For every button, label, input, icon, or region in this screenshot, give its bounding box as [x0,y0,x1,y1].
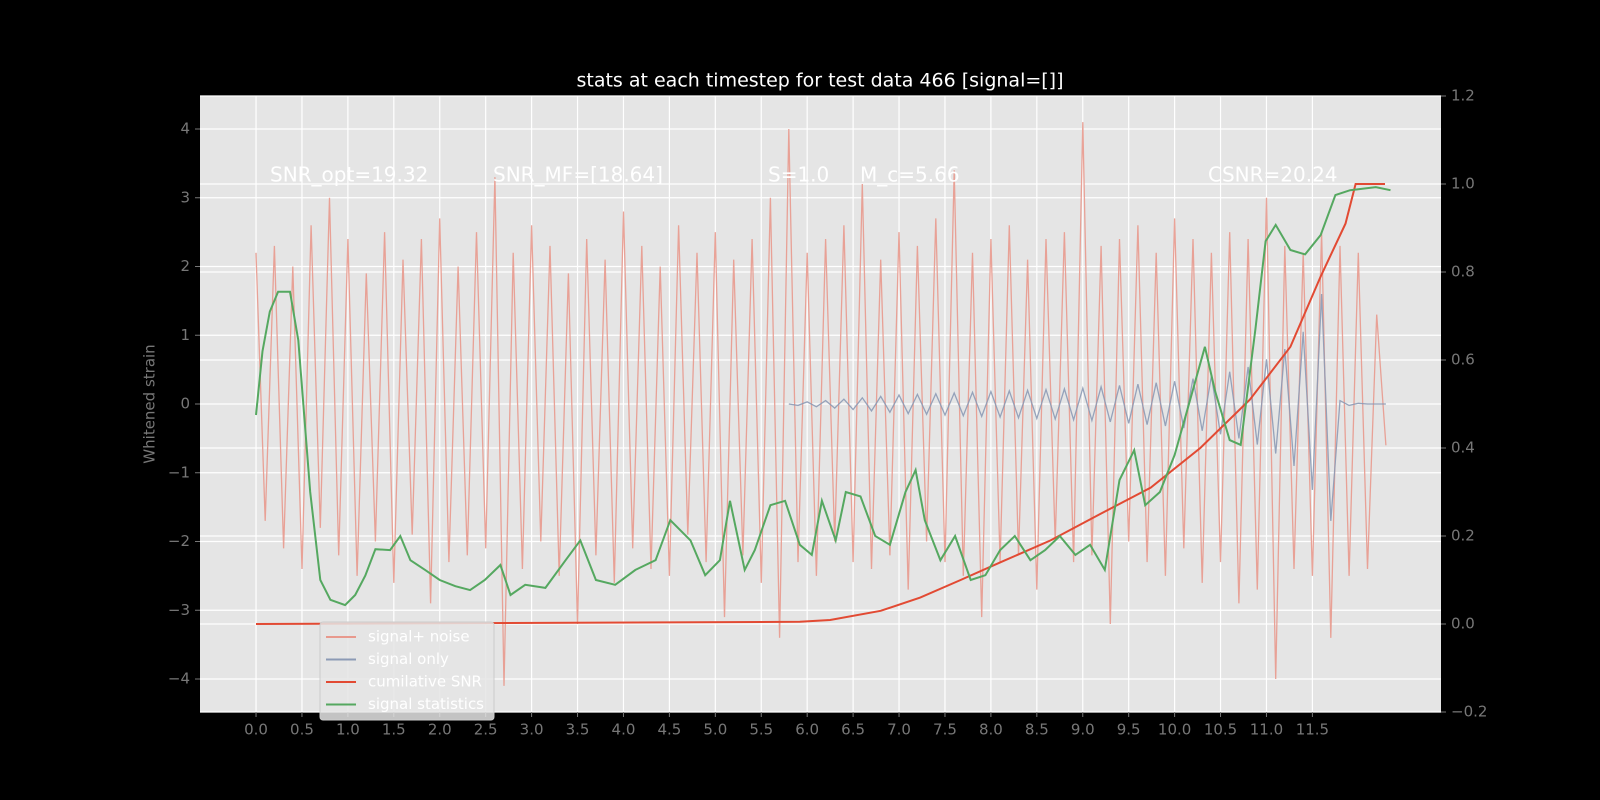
x-tick-label: 6.0 [795,721,819,739]
legend-label: signal+ noise [368,628,470,646]
x-tick-label: 10.0 [1158,721,1191,739]
y2-tick-label: 0.2 [1451,527,1475,545]
x-tick-label: 4.5 [657,721,681,739]
annotation: CSNR=20.24 [1208,163,1338,187]
x-tick-label: 2.5 [474,721,498,739]
y-tick-label: 0 [180,395,190,413]
annotation: SNR_MF=[18.64] [493,163,663,187]
annotation: SNR_opt=19.32 [270,163,428,187]
y2-tick-label: 0.0 [1451,615,1475,633]
x-tick-label: 0.5 [290,721,314,739]
y2-tick-label: 0.8 [1451,263,1475,281]
x-tick-label: 5.5 [749,721,773,739]
y2-tick-label: 0.6 [1451,351,1475,369]
x-tick-label: 7.5 [933,721,957,739]
legend-label: signal statistics [368,695,484,713]
x-tick-label: 4.0 [612,721,636,739]
y-axis-label: Whitened strain [141,344,159,463]
x-tick-label: 7.0 [887,721,911,739]
series-line [255,186,1391,607]
x-tick-label: 3.5 [566,721,590,739]
x-tick-label: 11.5 [1296,721,1329,739]
y-tick-label: 2 [180,257,190,275]
x-tick-label: 8.0 [979,721,1003,739]
x-tick-label: 2.0 [428,721,452,739]
annotation: M_c=5.66 [860,163,960,187]
y-tick-label: 1 [180,326,190,344]
y-tick-label: −3 [168,601,190,619]
y-tick-label: 3 [180,188,190,206]
y-tick-label: −4 [168,670,190,688]
x-tick-label: 3.0 [520,721,544,739]
x-tick-label: 1.5 [382,721,406,739]
x-tick-label: 1.0 [336,721,360,739]
x-tick-label: 11.0 [1250,721,1283,739]
y2-tick-label: 1.2 [1451,87,1475,105]
y2-tick-label: 1.0 [1451,175,1475,193]
x-tick-label: 10.5 [1204,721,1237,739]
legend-label: cumilative SNR [368,673,482,691]
annotation: S=1.0 [768,163,829,187]
y-tick-label: −2 [168,532,190,550]
x-tick-label: 8.5 [1025,721,1049,739]
x-tick-label: 9.0 [1071,721,1095,739]
x-tick-label: 0.0 [244,721,268,739]
x-tick-label: 5.0 [703,721,727,739]
legend-box [319,621,495,721]
legend-label: signal only [368,650,449,668]
y-tick-label: −1 [168,463,190,481]
legend: signal+ noise signal only cumilative SNR si… [319,621,495,721]
series-line [255,183,1385,625]
plot-lines [255,122,1391,686]
axes: 0.0 0.5 1.0 1.5 2.0 2.5 3.0 3.5 4.0 4.5 5.0 5.5 6.0 6… [168,87,1488,739]
series-line [788,293,1386,521]
y2-tick-label: −0.2 [1451,703,1487,721]
x-tick-label: 6.5 [841,721,865,739]
y2-tick-label: 0.4 [1451,439,1475,457]
y-tick-label: 4 [180,120,190,138]
chart-title: stats at each timestep for test data 466… [576,70,1063,92]
series-line [255,122,1387,686]
x-tick-label: 9.5 [1117,721,1141,739]
